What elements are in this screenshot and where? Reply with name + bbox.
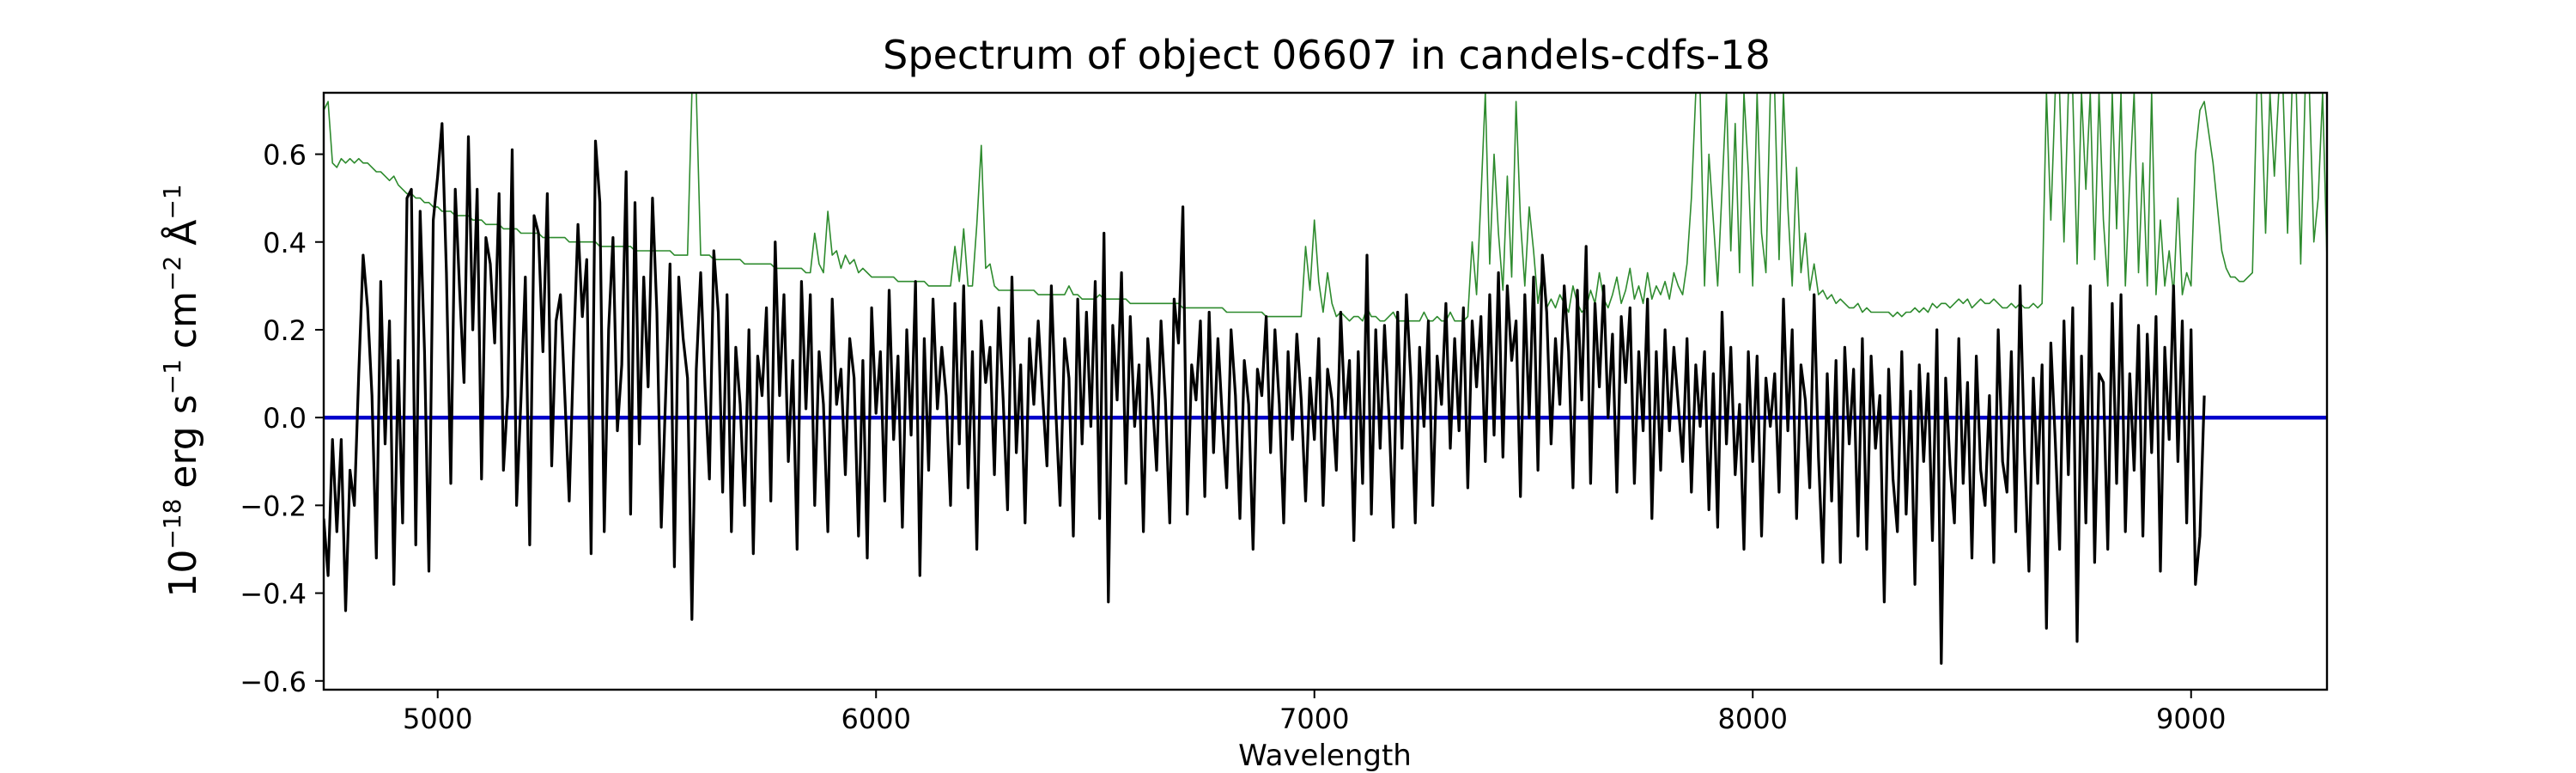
x-tick-label: 8000 [1718,703,1788,735]
x-tick-label: 9000 [2156,703,2226,735]
y-tick-label: 0.0 [263,402,307,435]
y-tick-label: 0.4 [263,227,307,259]
y-tick-label: 0.6 [263,139,307,172]
y-label-unit1-exp: −1 [158,359,186,394]
chart-title: Spectrum of object 06607 in candels-cdfs… [883,32,1771,78]
y-tick-label: −0.2 [240,490,307,522]
y-tick-label: −0.4 [240,578,307,611]
y-label-unit2-exp: −2 [158,256,186,291]
flux-spectrum-line [324,122,2206,665]
y-label-unit1: erg s [161,394,205,488]
y-tick-label: 0.2 [263,314,307,347]
plot-area: 5000 6000 7000 8000 9000 −0.6 −0.4 −0.2 0.0 0.2 0… [240,91,2329,735]
x-tick-label: 6000 [841,703,911,735]
x-tick-label: 5000 [403,703,472,735]
y-axis-ticks: −0.6 −0.4 −0.2 0.0 0.2 0.4 0.6 [240,139,324,698]
series-layer [324,93,2327,665]
y-axis-label: 10−18erg s−1cm−2Å−1 [158,184,205,597]
y-label-unit3: Å [160,220,205,246]
y-tick-label: −0.6 [240,666,307,698]
x-axis-ticks: 5000 6000 7000 8000 9000 [403,690,2226,735]
plot-frame [322,91,2329,691]
x-axis-label: Wavelength [1238,739,1412,773]
y-label-base: 10 [161,550,205,598]
y-label-unit3-exp: −1 [158,184,186,219]
y-label-unit2: cm [161,291,205,349]
y-label-exp: −18 [158,499,186,550]
x-tick-label: 7000 [1279,703,1349,735]
